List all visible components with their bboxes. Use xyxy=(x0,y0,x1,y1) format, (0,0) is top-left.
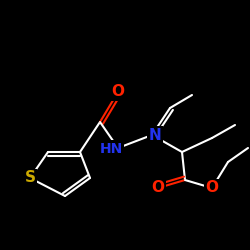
Text: N: N xyxy=(148,128,162,142)
Text: O: O xyxy=(152,180,164,196)
Text: O: O xyxy=(112,84,124,100)
Text: HN: HN xyxy=(100,142,122,156)
Text: O: O xyxy=(206,180,218,196)
Text: S: S xyxy=(24,170,36,186)
